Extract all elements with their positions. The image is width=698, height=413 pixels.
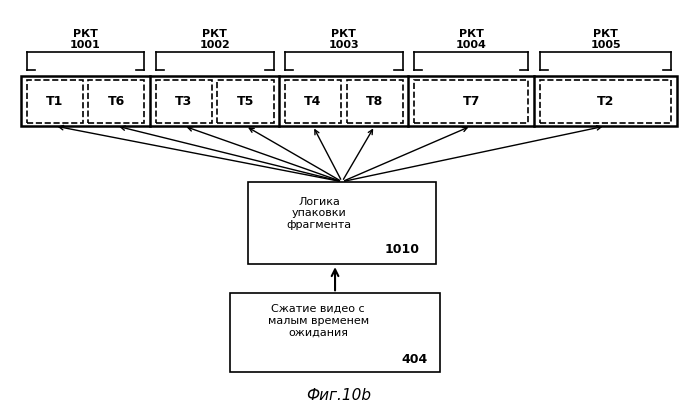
Text: 404: 404 — [401, 354, 428, 366]
Text: РКТ
1001: РКТ 1001 — [70, 29, 101, 50]
Text: РКТ
1005: РКТ 1005 — [591, 29, 621, 50]
Bar — [414, 80, 528, 123]
Bar — [285, 80, 341, 123]
Text: Т7: Т7 — [463, 95, 480, 108]
Text: Т6: Т6 — [107, 95, 125, 108]
Text: Т3: Т3 — [175, 95, 193, 108]
Text: Сжатие видео с
малым временем
ожидания: Сжатие видео с малым временем ожидания — [268, 304, 369, 337]
Bar — [88, 80, 144, 123]
Text: РКТ
1004: РКТ 1004 — [456, 29, 487, 50]
Text: Логика
упаковки
фрагмента: Логика упаковки фрагмента — [287, 197, 352, 230]
Text: РКТ
1002: РКТ 1002 — [199, 29, 230, 50]
Bar — [218, 80, 274, 123]
Bar — [540, 80, 671, 123]
Text: Т1: Т1 — [46, 95, 64, 108]
Bar — [230, 293, 440, 372]
Bar — [248, 182, 436, 264]
Text: Т8: Т8 — [366, 95, 383, 108]
Text: Фиг.10b: Фиг.10b — [306, 388, 371, 403]
Text: РКТ
1003: РКТ 1003 — [329, 29, 359, 50]
Text: Т4: Т4 — [304, 95, 322, 108]
Bar — [27, 80, 82, 123]
Bar — [156, 80, 212, 123]
Text: Т2: Т2 — [597, 95, 614, 108]
Text: 1010: 1010 — [385, 243, 419, 256]
Bar — [21, 76, 677, 126]
Text: Т5: Т5 — [237, 95, 254, 108]
Bar — [346, 80, 403, 123]
